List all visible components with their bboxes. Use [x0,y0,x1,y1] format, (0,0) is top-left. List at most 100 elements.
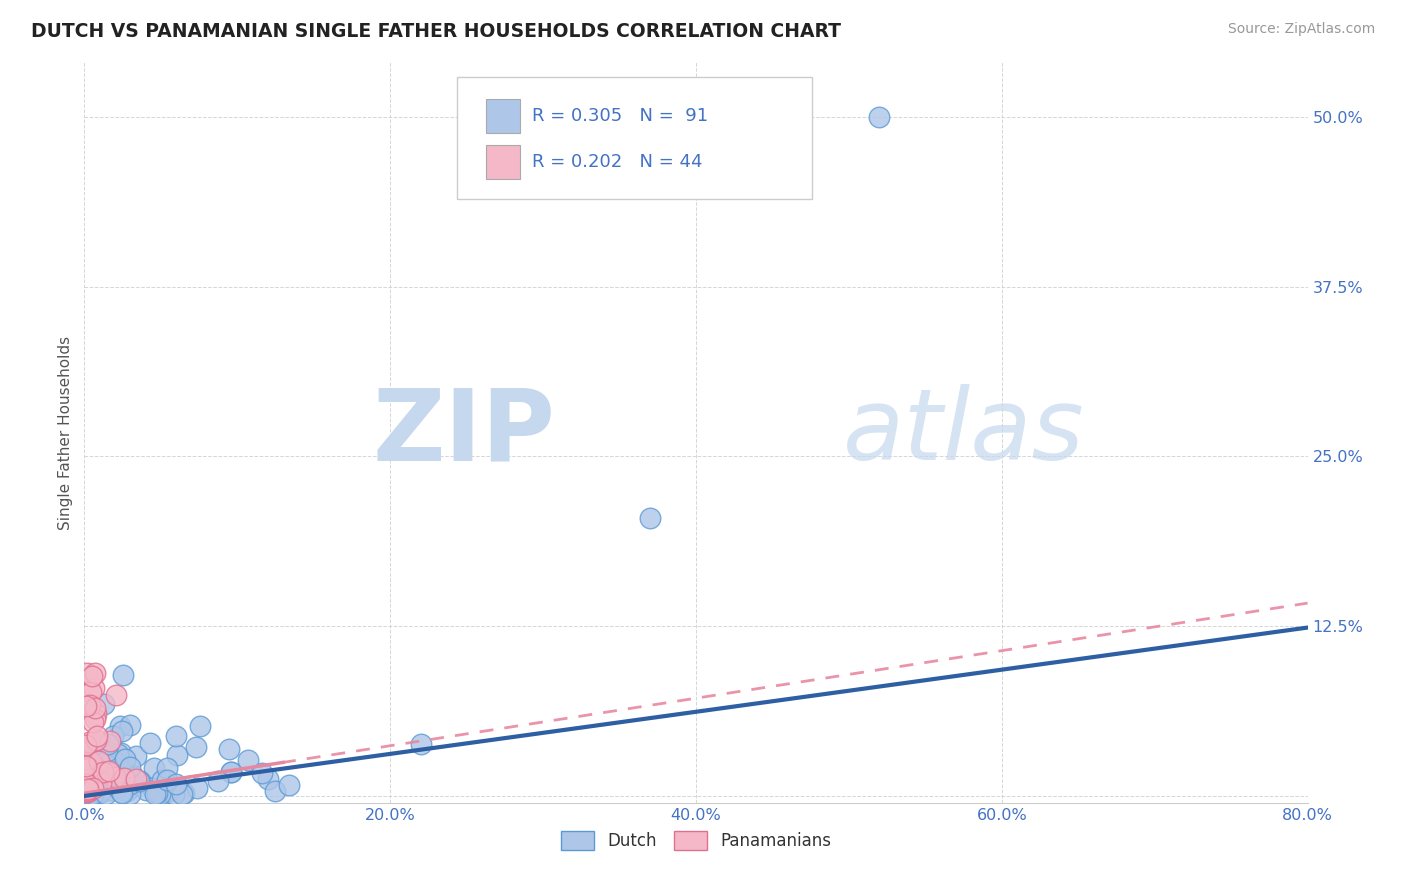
Point [96,744,118,758]
Point [104,688,127,702]
Point [236,753,259,767]
Point [207,774,229,789]
Point [101,729,124,743]
Point [110,746,132,760]
Point [111,761,134,775]
Point [75,788,97,802]
Point [96,758,118,772]
Point [166,748,188,763]
Point [221,765,243,780]
Legend: Dutch, Panamanians: Dutch, Panamanians [561,830,831,850]
Point [101,766,124,780]
Point [118,760,141,774]
Point [118,777,141,791]
Point [84,780,107,794]
Point [84,665,107,680]
Point [111,786,134,800]
Point [98,764,121,778]
Point [115,783,138,797]
FancyBboxPatch shape [457,78,813,200]
Point [84,712,107,726]
Point [112,668,135,682]
Point [112,772,135,786]
Point [82,739,104,753]
Point [125,748,148,763]
Point [869,110,891,124]
Point [125,772,148,787]
Point [76,776,98,790]
Point [163,787,186,801]
Point [107,747,129,762]
Text: R = 0.202   N = 44: R = 0.202 N = 44 [531,153,703,171]
Point [256,772,278,787]
Point [76,782,98,797]
Point [409,737,432,751]
Point [129,774,152,789]
Text: ZIP: ZIP [373,384,555,481]
Point [93,698,115,712]
Point [82,715,104,730]
Point [75,758,97,772]
Point [166,777,188,791]
Point [75,699,97,714]
Point [115,772,138,786]
Point [83,701,105,715]
Point [77,747,100,761]
Point [121,780,143,794]
Point [111,723,134,738]
Point [80,755,103,769]
Point [75,747,97,762]
Point [110,780,132,794]
Point [157,784,180,798]
Y-axis label: Single Father Households: Single Father Households [58,335,73,530]
Point [82,781,104,796]
Point [82,735,104,749]
FancyBboxPatch shape [485,145,520,178]
Point [146,786,169,800]
Point [77,784,100,798]
Point [104,770,127,784]
Point [83,681,105,695]
Point [219,764,242,779]
Point [79,787,101,801]
Point [94,774,117,789]
Point [77,735,100,749]
Point [263,783,285,797]
Point [135,783,157,797]
Point [76,665,98,680]
Point [103,777,125,791]
Point [77,772,100,786]
Point [143,787,166,801]
Point [100,783,122,797]
Point [122,768,145,782]
Point [111,782,134,797]
Point [141,781,163,796]
Point [142,761,165,775]
Point [80,685,103,699]
Point [86,730,108,744]
Point [139,736,162,750]
Point [98,734,121,748]
Point [90,776,112,790]
Point [75,781,97,796]
Point [93,756,115,771]
Point [77,760,100,774]
Point [638,510,661,524]
Point [112,783,135,797]
Point [105,756,128,771]
Point [150,773,173,788]
Point [188,718,211,732]
Point [79,698,101,712]
Point [86,706,108,721]
Point [107,768,129,782]
Point [105,780,128,794]
Point [278,778,301,792]
Point [77,760,100,774]
Point [76,785,98,799]
Text: R = 0.305   N =  91: R = 0.305 N = 91 [531,107,709,125]
Point [218,742,240,756]
Point [82,765,104,780]
Point [101,750,124,764]
Point [77,761,100,775]
Point [87,756,110,770]
